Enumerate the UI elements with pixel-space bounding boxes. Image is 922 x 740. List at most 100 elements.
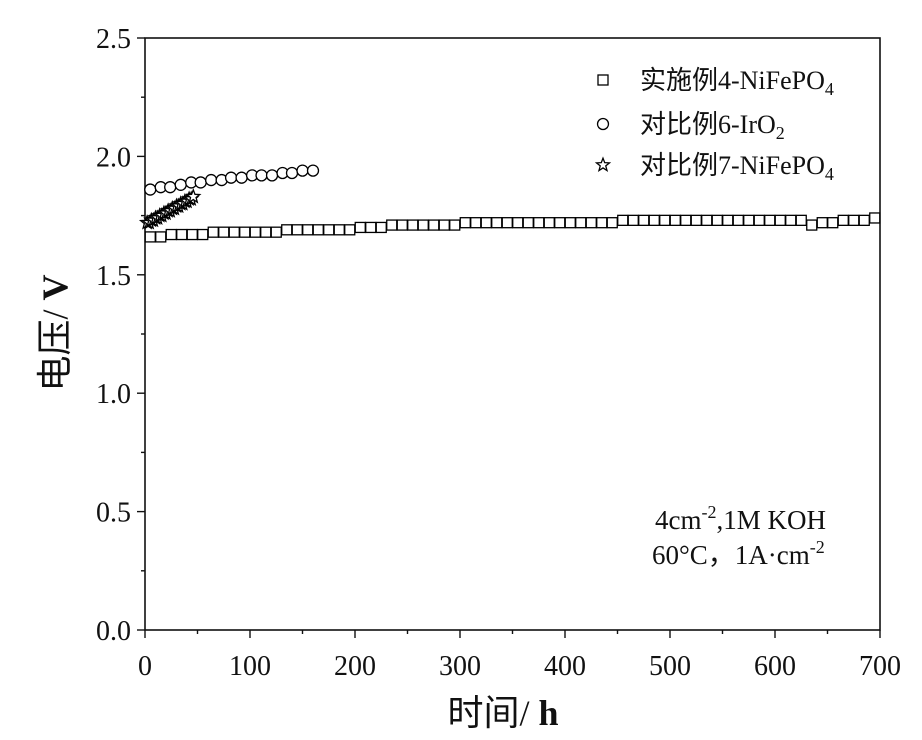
data-point-open-square	[596, 217, 608, 229]
data-point-open-square	[680, 214, 692, 226]
x-axis-unit: h	[538, 693, 558, 733]
data-point-open-square	[533, 217, 545, 229]
x-tick-label: 200	[334, 651, 376, 682]
data-point-open-square	[795, 214, 807, 226]
data-point-open-square	[627, 214, 639, 226]
y-axis-unit: V	[35, 274, 75, 300]
data-point-open-square	[291, 224, 303, 236]
data-point-open-circle	[224, 171, 238, 184]
data-point-open-square	[302, 224, 314, 236]
x-tick-label: 600	[754, 651, 796, 682]
data-point-open-square	[176, 228, 188, 241]
y-tick-label: 1.5	[96, 261, 131, 292]
data-point-open-square	[816, 217, 828, 229]
data-point-open-square	[407, 219, 419, 231]
data-point-open-circle	[285, 166, 299, 180]
data-point-open-square	[564, 217, 576, 229]
data-point-open-square	[144, 231, 156, 243]
data-point-open-square	[312, 224, 324, 236]
data-point-open-square	[764, 214, 776, 226]
legend-markers	[594, 74, 612, 172]
data-point-open-circle	[306, 164, 320, 177]
legend: 实施例4-NiFePO4 对比例6-IrO2 对比例7-NiFePO4	[594, 66, 834, 184]
data-point-open-square	[239, 226, 251, 238]
legend-label-main: 对比例6-IrO	[640, 110, 776, 139]
data-point-open-square	[449, 219, 461, 231]
annotation-line-1: 4cm-2,1M KOH	[655, 502, 826, 535]
data-point-open-square	[806, 219, 818, 231]
x-tick-label: 0	[138, 651, 152, 682]
legend-label-main: 实施例4-NiFePO	[640, 66, 825, 95]
data-point-open-circle	[296, 164, 309, 177]
legend-label-series-3: 对比例7-NiFePO4	[640, 151, 834, 184]
data-point-open-square	[501, 217, 513, 229]
x-tick-label: 500	[649, 651, 691, 682]
legend-label-subscript: 4	[825, 79, 834, 99]
data-point-open-square	[869, 212, 881, 224]
data-point-open-circle	[255, 169, 268, 182]
x-tick-label: 300	[439, 651, 481, 682]
data-point-open-square	[428, 219, 440, 231]
y-tick-label: 0.5	[96, 498, 131, 529]
data-point-open-square	[386, 219, 398, 231]
data-point-open-square	[218, 226, 230, 238]
data-point-open-circle	[164, 181, 177, 194]
data-point-open-circle	[174, 178, 187, 191]
data-point-open-square	[522, 217, 534, 229]
data-point-open-square	[155, 231, 167, 243]
annotation-superscript: -2	[702, 502, 717, 522]
x-axis-label-text: 时间/	[447, 693, 529, 733]
data-point-open-square	[774, 214, 786, 226]
data-point-open-square	[638, 214, 650, 226]
data-point-open-square	[333, 224, 345, 236]
data-point-open-square	[270, 226, 282, 238]
y-tick-label: 2.0	[96, 142, 131, 173]
data-point-open-circle	[204, 173, 218, 187]
data-point-open-square	[701, 214, 713, 226]
data-point-open-square	[480, 217, 492, 229]
data-point-open-square	[491, 217, 503, 229]
data-point-open-square	[690, 214, 702, 226]
data-point-open-square	[375, 221, 387, 234]
data-point-open-square	[281, 224, 293, 236]
y-axis-label-text: 电压/	[35, 309, 75, 391]
data-point-open-square	[344, 224, 356, 236]
data-point-open-square	[785, 214, 797, 226]
legend-marker-open-square	[597, 74, 609, 86]
data-point-open-circle	[194, 176, 207, 189]
x-axis-label: 时间/h	[447, 693, 558, 733]
x-tick-label: 100	[229, 651, 271, 682]
data-point-open-square	[260, 226, 272, 238]
legend-label-main: 对比例7-NiFePO	[640, 151, 825, 180]
data-point-open-square	[228, 226, 240, 238]
data-point-open-square	[459, 217, 471, 229]
data-point-open-circle	[235, 171, 248, 184]
data-point-open-square	[648, 214, 660, 226]
data-point-open-square	[249, 226, 261, 238]
data-points	[138, 164, 881, 243]
data-point-open-square	[848, 214, 860, 226]
annotation-text: 4cm	[655, 505, 702, 535]
y-tick-label: 0.0	[96, 616, 131, 647]
legend-label-series-2: 对比例6-IrO2	[640, 110, 785, 143]
y-axis-label: 电压/V	[35, 274, 75, 391]
x-tick-label: 700	[859, 651, 901, 682]
data-point-open-square	[669, 214, 681, 226]
data-point-open-square	[837, 214, 849, 226]
data-point-open-square	[165, 228, 177, 241]
data-point-open-square	[396, 219, 408, 231]
annotation-text: 60°C，1A·cm	[652, 540, 810, 570]
data-point-open-star	[185, 188, 202, 204]
data-point-open-square	[732, 214, 744, 226]
data-point-open-square	[197, 228, 209, 241]
y-tick-label: 2.5	[96, 24, 131, 55]
data-point-open-circle	[265, 169, 279, 182]
data-point-open-circle	[144, 183, 157, 196]
data-point-open-square	[512, 217, 524, 229]
conditions-annotation: 4cm-2,1M KOH 60°C，1A·cm -2	[652, 502, 826, 570]
data-point-open-square	[722, 214, 734, 226]
y-tick-label: 1.0	[96, 379, 131, 410]
data-point-open-square	[470, 217, 482, 229]
